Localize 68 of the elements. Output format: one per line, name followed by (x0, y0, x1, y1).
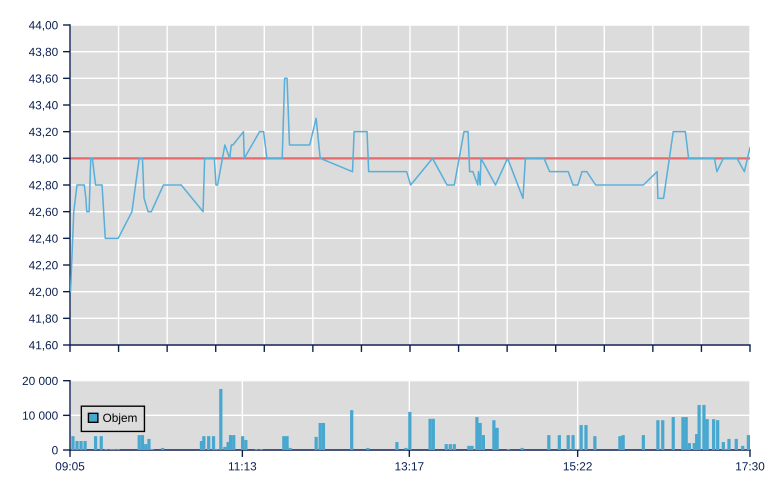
bar (408, 412, 412, 450)
bar (428, 418, 432, 450)
bar (219, 389, 222, 450)
bar (492, 420, 496, 450)
y-tick-label: 43,40 (28, 101, 58, 111)
y-tick-label: 43,20 (28, 128, 58, 138)
y-tick-label: 41,60 (28, 341, 58, 351)
bar (448, 444, 452, 450)
bar (83, 440, 87, 450)
y-tick-label: 43,60 (28, 74, 58, 84)
bar (282, 436, 286, 450)
bar (681, 417, 685, 450)
y-tick-label: 42,80 (28, 181, 58, 191)
y-tick-label: 20 000 (22, 376, 58, 386)
bar (285, 436, 289, 450)
y-tick-label: 10 000 (22, 411, 58, 420)
bar (475, 417, 479, 450)
bar (727, 438, 731, 450)
bar (716, 420, 720, 450)
bar (622, 435, 625, 450)
bar (741, 446, 744, 450)
x-tick-label: 09:05 (56, 462, 84, 470)
line-series (70, 78, 750, 292)
bar (547, 435, 550, 450)
bar (228, 435, 232, 450)
x-tick-label: 11:13 (228, 462, 256, 470)
bar (140, 435, 144, 450)
bar (618, 436, 622, 450)
y-tick-label: 42,20 (28, 261, 58, 271)
bar (467, 446, 470, 450)
bar (746, 435, 750, 450)
bar (94, 436, 98, 450)
bar (684, 417, 688, 450)
y-tick-label: 42,00 (28, 288, 58, 298)
bar (712, 419, 716, 450)
bar (432, 418, 435, 450)
bar (697, 404, 701, 450)
bar (350, 410, 354, 450)
x-tick-label: 15:22 (564, 462, 592, 470)
y-tick-label: 44,00 (28, 21, 58, 31)
bar (452, 444, 456, 450)
legend-label: Objem (103, 413, 137, 424)
bar (558, 435, 561, 450)
bar (241, 436, 244, 450)
y-tick-label: 42,40 (28, 234, 58, 244)
y-tick-label: 43,80 (28, 48, 58, 58)
bar (322, 422, 326, 450)
y-tick-label: 0 (52, 446, 58, 454)
y-tick-label: 41,80 (28, 314, 58, 324)
bar (593, 436, 596, 450)
y-tick-label: 43,00 (28, 154, 58, 164)
bar (79, 440, 83, 450)
bar (232, 435, 236, 450)
bar (244, 440, 248, 450)
x-tick-label: 17:30 (736, 462, 764, 470)
bar (672, 417, 675, 450)
bar (734, 438, 738, 450)
x-tick-label: 13:17 (395, 462, 424, 470)
y-tick-label: 42,60 (28, 208, 58, 218)
bar (71, 436, 75, 450)
bar (138, 435, 141, 450)
bar (444, 444, 448, 450)
bar (722, 442, 725, 450)
bar (702, 404, 706, 450)
bar (395, 442, 399, 450)
bar (642, 435, 645, 450)
bar (147, 438, 151, 450)
bar (318, 422, 322, 450)
